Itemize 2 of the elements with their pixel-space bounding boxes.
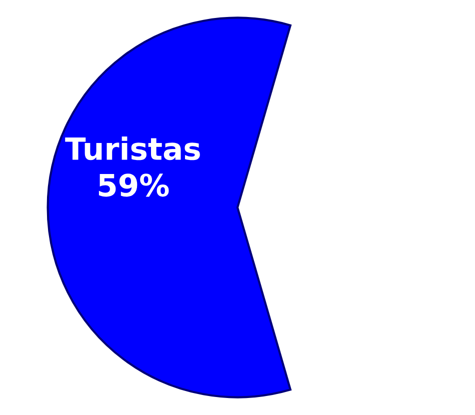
data-label: 59% xyxy=(98,174,169,197)
slice-label: Turistas xyxy=(65,136,200,160)
